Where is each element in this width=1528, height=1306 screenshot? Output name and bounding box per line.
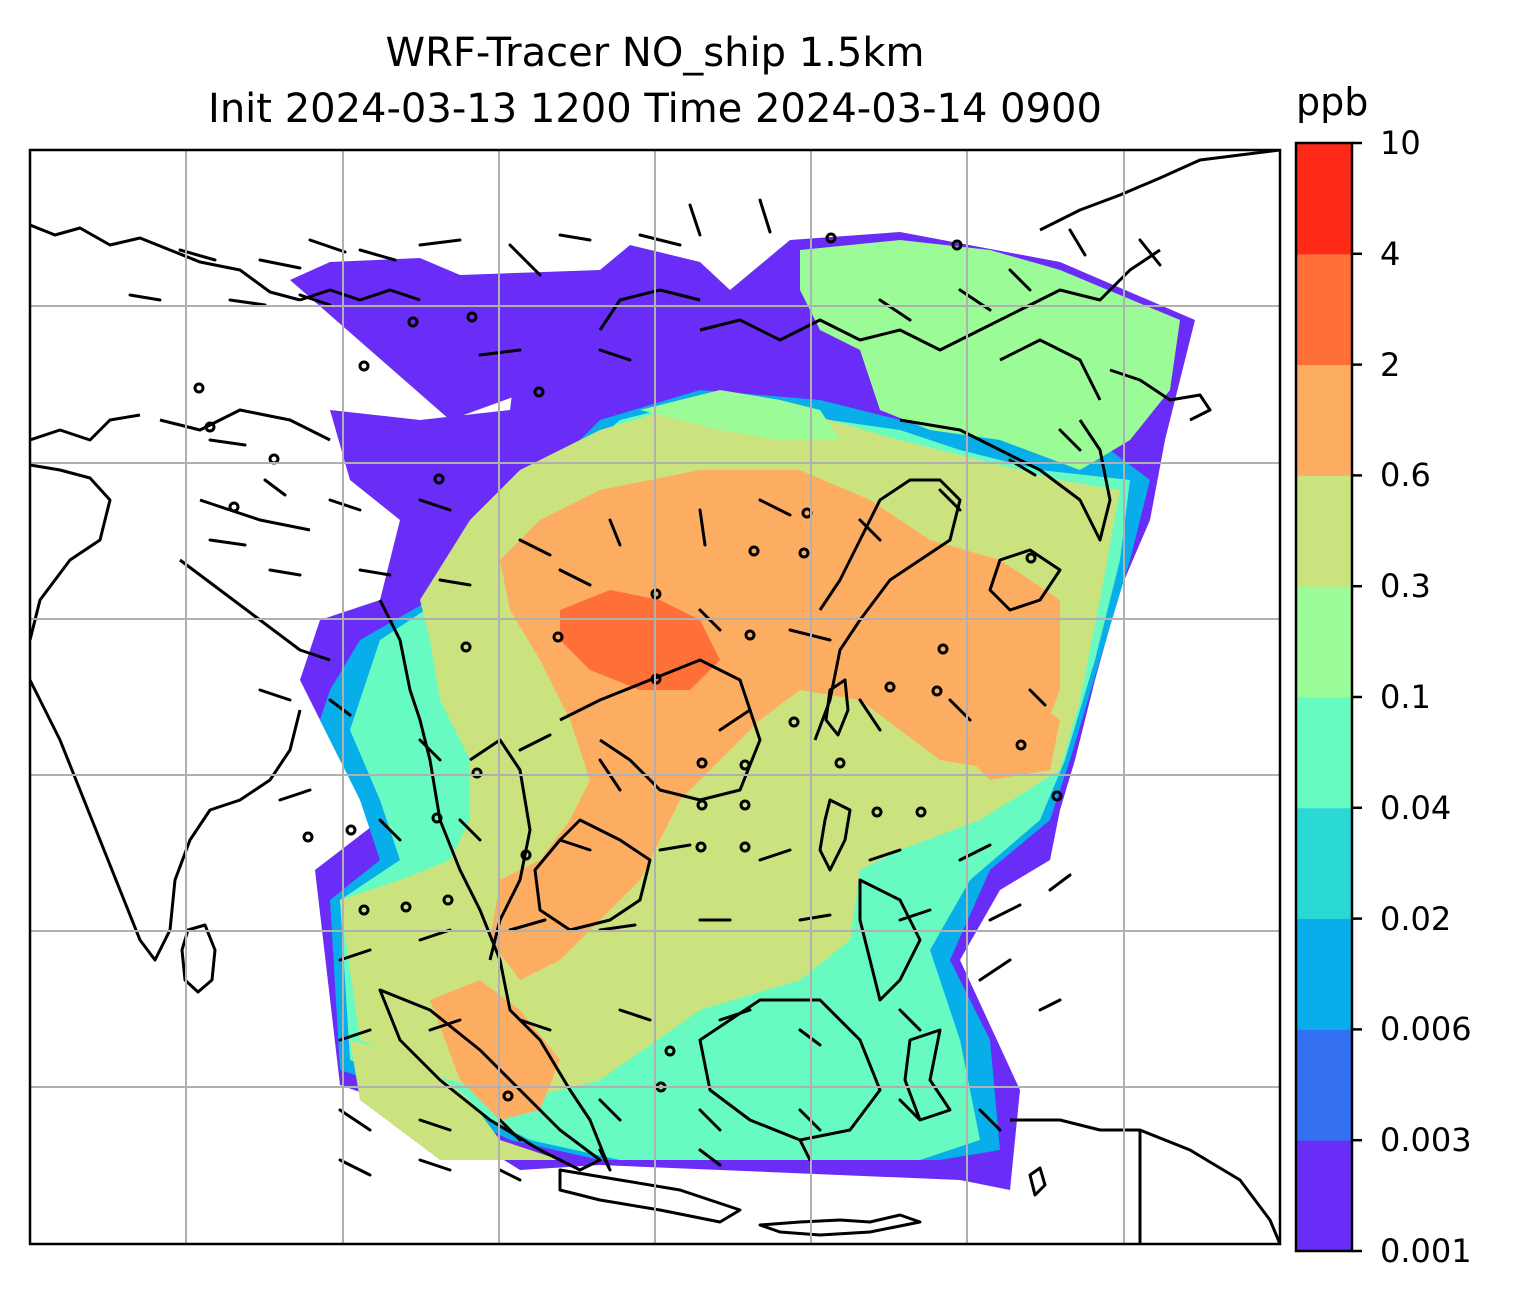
tracer-band-orange-east: [950, 690, 1060, 780]
coast-sulawesi: [903, 1028, 952, 1122]
colorbar-segment: [1296, 918, 1352, 1030]
colorbar-segment: [1296, 1140, 1352, 1252]
coast-china: [813, 418, 1112, 741]
coast-japan-korea: [999, 150, 1280, 422]
colorbar-tick-label: 0.003: [1380, 1121, 1472, 1160]
figure-title-line-2: Init 2024-03-13 1200 Time 2024-03-14 090…: [208, 86, 1102, 132]
colorbar-tick-label: 2: [1380, 345, 1401, 384]
colorbar-tick-label: 0.3: [1380, 567, 1431, 606]
gridlines: [30, 150, 1280, 1244]
colorbar-unit-label: ppb: [1296, 80, 1369, 124]
tracer-field: [290, 232, 1195, 1190]
coast-indochina: [378, 599, 762, 1171]
colorbar-tick-label: 10: [1380, 124, 1421, 162]
colorbar-segment: [1296, 807, 1352, 920]
figure-title-line-1: WRF-Tracer NO_ship 1.5km: [385, 30, 925, 76]
border-north: [598, 248, 1161, 352]
colorbar-segment: [1296, 1029, 1352, 1141]
colorbar-tick-label: 0.02: [1380, 899, 1452, 938]
calm-markers: [193, 232, 1063, 1102]
colorbar-tick-label: 0.001: [1380, 1232, 1472, 1270]
map-frame: [28, 148, 1282, 1246]
colorbar: [1296, 143, 1352, 1252]
tracer-band-orange-south: [430, 980, 560, 1120]
colorbar-segment: [1296, 364, 1352, 476]
colorbar-tick-label: 0.006: [1380, 1010, 1472, 1049]
colorbar-tick-label: 0.1: [1380, 678, 1431, 716]
colorbar-segment: [1296, 253, 1352, 366]
coast-philippines: [818, 798, 922, 1002]
colorbar-segment: [1296, 143, 1352, 255]
tracer-band-north-green: [640, 390, 840, 440]
coast-newguinea: [1010, 1118, 1280, 1244]
tracer-band-yellowgreen-south: [350, 1040, 560, 1160]
coast-borneo: [698, 998, 882, 1142]
colorbar-tick-label: 0.04: [1380, 788, 1452, 827]
colorbar-tick-label: 0.6: [1380, 456, 1431, 495]
colorbar-segment: [1296, 586, 1352, 698]
colorbar-segment: [1296, 475, 1352, 587]
tracer-band-red: [560, 590, 720, 690]
coast-india: [30, 223, 302, 962]
coastlines: [30, 150, 1280, 1244]
coast-srilanka: [180, 923, 217, 994]
coast-java: [558, 1168, 742, 1224]
map-axes: [30, 150, 1280, 1244]
colorbar-segment: [1296, 697, 1352, 809]
colorbar-ticks: [1352, 141, 1362, 1253]
coast-sumatra: [378, 988, 602, 1172]
coast-taiwan: [824, 678, 850, 737]
colorbar-tick-label: 4: [1380, 234, 1401, 273]
coast-east-timor: [1028, 1166, 1047, 1197]
coast-lesser-sunda: [758, 1213, 922, 1237]
